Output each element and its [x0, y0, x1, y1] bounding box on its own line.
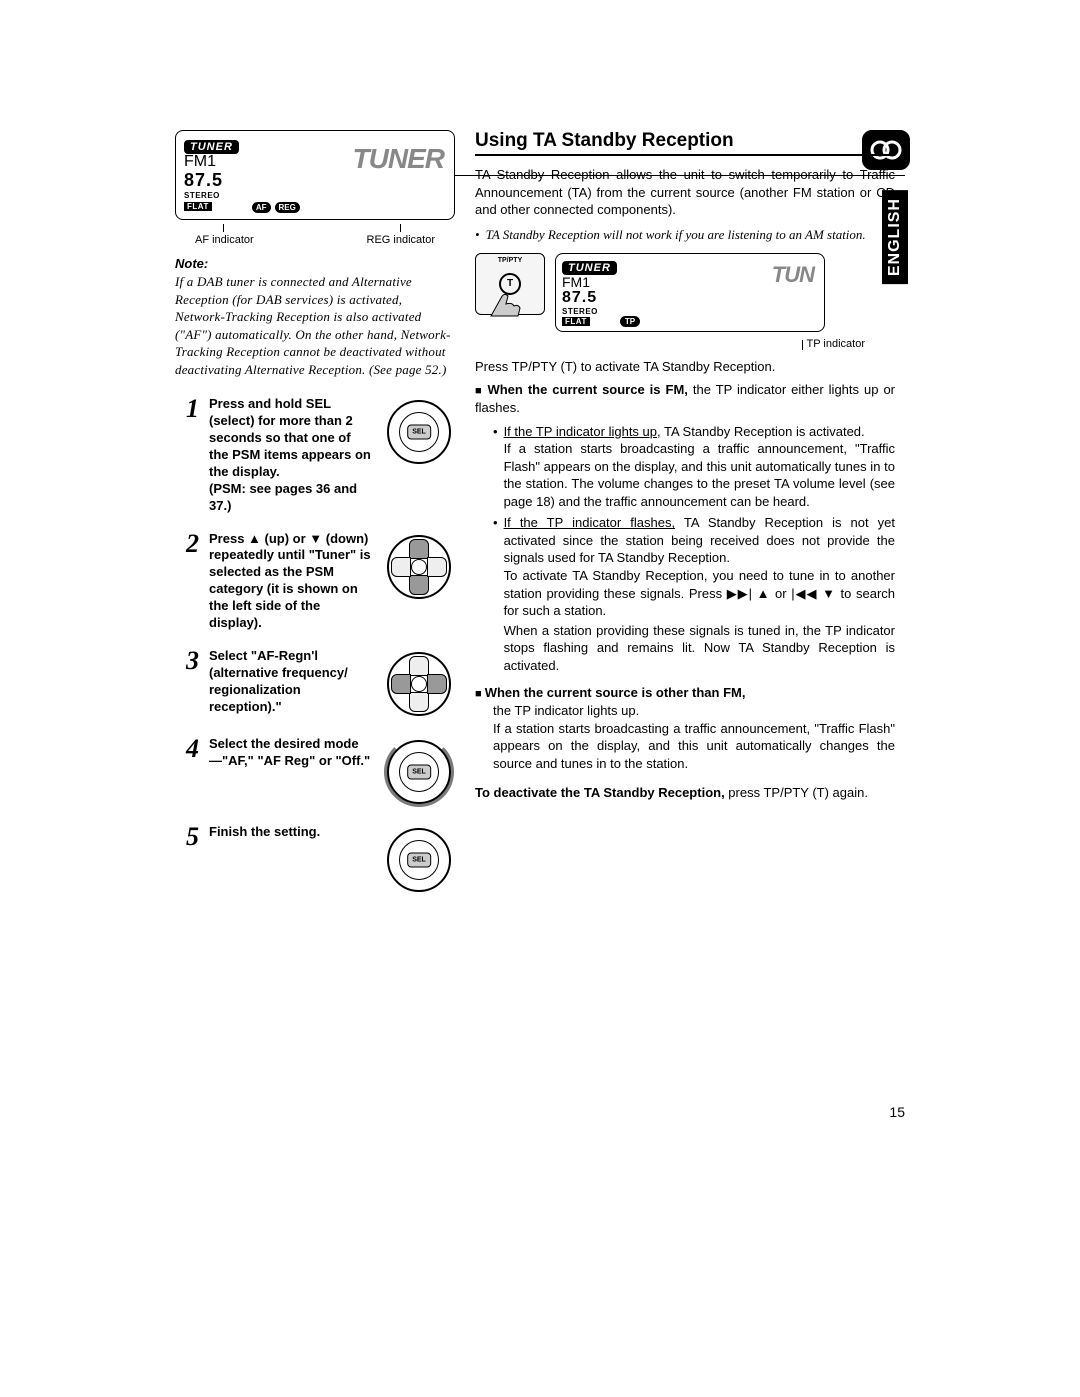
af-indicator-label: AF indicator — [195, 224, 254, 246]
right-column: Using TA Standby Reception TA Standby Re… — [475, 130, 895, 912]
fm-a-body: If a station starts broadcasting a traff… — [504, 440, 895, 510]
finger-icon — [486, 278, 526, 318]
step-subtext: (PSM: see pages 36 and 37.) — [209, 481, 357, 513]
other-body: If a station starts broadcasting a traff… — [493, 720, 895, 773]
frequency-label: 87.5 — [562, 289, 818, 307]
step-text: Press and hold SEL (select) for more tha… — [209, 396, 371, 479]
page-number: 15 — [889, 1104, 905, 1120]
fm-a-lead: If the TP indicator lights up, — [504, 424, 661, 439]
step-3: 3 Select "AF-Regn'l (alternative frequen… — [175, 648, 455, 720]
intro-bullet: TA Standby Reception will not work if yo… — [486, 227, 866, 243]
tuner-badge: TUNER — [562, 261, 617, 275]
tp-button-label: TP/PTY — [498, 257, 523, 264]
tp-indicator-label: TP indicator — [475, 338, 895, 350]
tp-pill: TP — [620, 316, 640, 327]
indicator-labels: AF indicator REG indicator — [175, 224, 455, 246]
square-bullet-icon: ■ — [475, 385, 487, 397]
rotate-dial-icon — [383, 736, 455, 808]
section-title: Using TA Standby Reception — [475, 130, 895, 156]
bullet-icon: • — [493, 514, 498, 674]
step-4: 4 Select the desired mode—"AF," "AF Reg"… — [175, 736, 455, 808]
step-num: 1 — [175, 396, 199, 422]
fm-b-body1: To activate TA Standby Reception, you ne… — [504, 567, 895, 620]
tuner-display: TUNER FM1 87.5 STEREO FLAT AF REG TUNER — [175, 130, 455, 220]
step-num: 3 — [175, 648, 199, 674]
bullet-icon: • — [493, 423, 498, 511]
left-column: TUNER FM1 87.5 STEREO FLAT AF REG TUNER … — [175, 130, 455, 912]
step-text: Select "AF-Regn'l (alternative frequency… — [209, 648, 373, 716]
step-1: 1 Press and hold SEL (select) for more t… — [175, 396, 455, 514]
tuner-graphic-text: TUN — [772, 262, 814, 288]
fm-b-lead: If the TP indicator flashes, — [504, 515, 676, 530]
fm-b-body2: When a station providing these signals i… — [504, 622, 895, 675]
deactivate-bold: To deactivate the TA Standby Reception, — [475, 785, 725, 800]
step-num: 4 — [175, 736, 199, 762]
tp-pty-button-icon: TP/PTY T — [475, 253, 545, 315]
fm-a-tail: TA Standby Reception is activated. — [661, 424, 865, 439]
reg-indicator-label: REG indicator — [367, 224, 435, 246]
step-text: Finish the setting. — [209, 824, 373, 841]
step-num: 5 — [175, 824, 199, 850]
note-heading: Note: — [175, 256, 455, 271]
stereo-label: STEREO — [562, 307, 818, 316]
bullet-icon: • — [475, 227, 480, 243]
other-tail: the TP indicator lights up. — [493, 702, 895, 720]
tuner-display-small: TUNER FM1 87.5 STEREO FLAT TP TUN — [555, 253, 825, 332]
square-bullet-icon: ■ — [475, 688, 485, 700]
note-body: If a DAB tuner is connected and Alternat… — [175, 273, 455, 378]
press-instruction: Press TP/PTY (T) to activate TA Standby … — [475, 358, 895, 376]
step-5: 5 Finish the setting. — [175, 824, 455, 896]
sel-dial-icon — [383, 824, 455, 896]
deactivate-tail: press TP/PTY (T) again. — [725, 785, 868, 800]
reg-pill: REG — [275, 202, 300, 213]
flat-label: FLAT — [184, 202, 212, 211]
step-2: 2 Press ▲ (up) or ▼ (down) repeatedly un… — [175, 531, 455, 632]
tuner-badge: TUNER — [184, 140, 239, 154]
sel-dial-icon — [383, 396, 455, 468]
tuner-graphic-text: TUNER — [353, 143, 444, 175]
tp-display-row: TP/PTY T TUNER FM1 87.5 STEREO FLAT TP T… — [475, 253, 895, 332]
fm-head-bold: When the current source is FM, — [487, 382, 687, 397]
af-pill: AF — [252, 202, 271, 213]
stereo-label: STEREO — [184, 191, 446, 200]
page-content: TUNER FM1 87.5 STEREO FLAT AF REG TUNER … — [175, 130, 905, 912]
intro-text: TA Standby Reception allows the unit to … — [475, 166, 895, 219]
step-num: 2 — [175, 531, 199, 557]
flat-label: FLAT — [562, 317, 590, 326]
step-text: Press ▲ (up) or ▼ (down) repeatedly unti… — [209, 531, 373, 632]
steps-list: 1 Press and hold SEL (select) for more t… — [175, 396, 455, 896]
dpad-leftright-icon — [383, 648, 455, 720]
step-text: Select the desired mode—"AF," "AF Reg" o… — [209, 736, 373, 770]
other-head-bold: When the current source is other than FM… — [485, 685, 746, 700]
dpad-updown-icon — [383, 531, 455, 603]
